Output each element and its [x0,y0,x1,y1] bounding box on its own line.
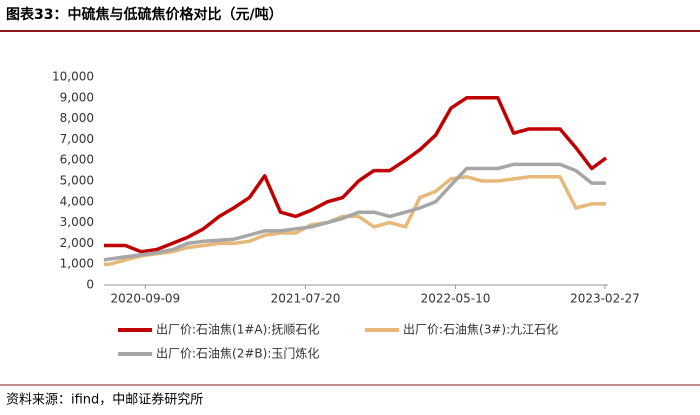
y-tick-label: 10,000 [52,70,94,84]
x-tick-label: 2023-02-27 [570,292,640,306]
x-tick-label: 2020-09-09 [110,292,180,306]
y-tick-label: 8,000 [60,111,94,125]
legend-label: 出厂价:石油焦(2#B):玉门炼化 [156,346,319,361]
y-tick-label: 2,000 [60,236,94,250]
x-tick-label: 2022-05-10 [421,292,491,306]
series-line [104,175,606,266]
series-line [103,162,606,262]
y-tick-label: 3,000 [60,215,94,229]
chart-title: 图表33：中硫焦与低硫焦价格对比（元/吨） [6,6,283,23]
x-tick-label: 2021-07-20 [271,292,341,306]
y-tick-label: 7,000 [60,132,94,146]
y-tick-label: 1,000 [60,257,94,271]
y-tick-label: 9,000 [60,90,94,104]
legend-label: 出厂价:石油焦(1#A):抚顺石化 [156,323,319,337]
legend-label: 出厂价:石油焦(3#):九江石化 [403,323,558,337]
y-tick-label: 4,000 [60,194,94,208]
y-tick-label: 6,000 [60,153,94,167]
y-tick-label: 0 [86,278,94,292]
y-tick-label: 5,000 [60,174,94,188]
series-line [104,96,608,254]
source: 资料来源：ifind，中邮证券研究所 [6,392,203,408]
